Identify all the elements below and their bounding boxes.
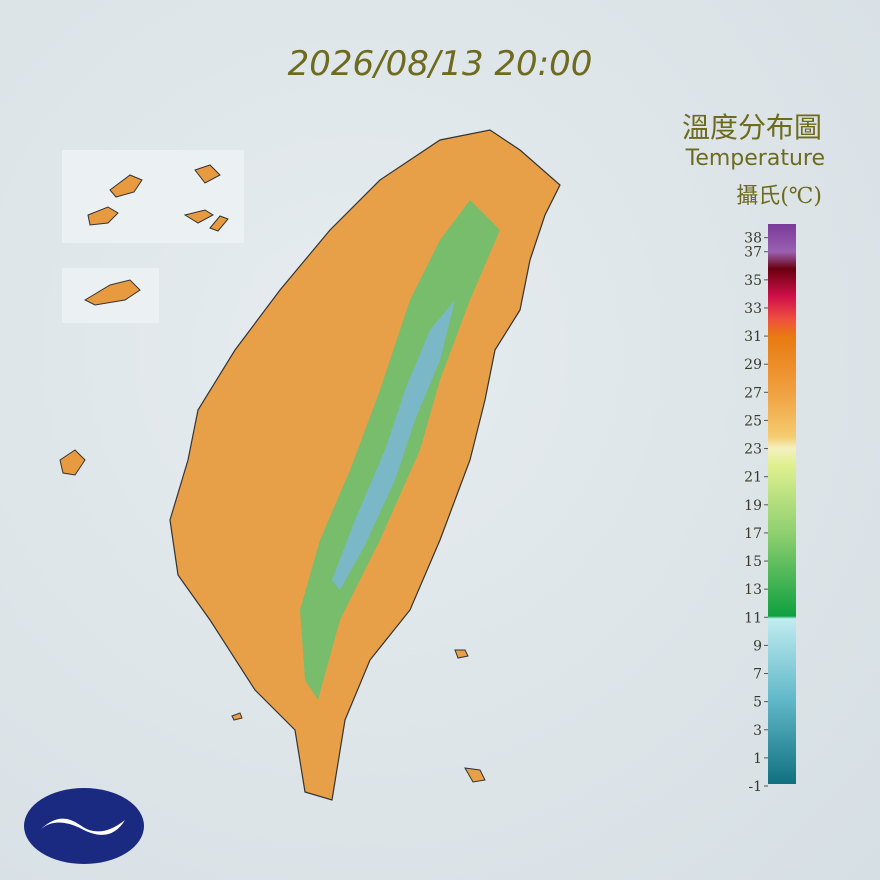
- legend-tick-label: 33: [744, 301, 762, 317]
- logo-mark: [40, 818, 125, 835]
- color-bar: [768, 224, 796, 784]
- legend-tick-label: 31: [744, 329, 762, 345]
- legend-tick-label: 37: [744, 245, 762, 261]
- title-en: Temperature: [685, 146, 825, 171]
- legend-tick-label: 38: [744, 231, 762, 247]
- legend-tick-label: 21: [744, 470, 762, 486]
- small-islands: [231, 649, 486, 783]
- legend-tick-label: 35: [744, 273, 762, 289]
- legend-tick-label: 19: [744, 498, 762, 514]
- timestamp: 2026/08/13 20:00: [288, 44, 593, 84]
- legend-tick-label: 23: [744, 442, 762, 458]
- legend-tick-label: 27: [744, 385, 762, 401]
- legend-tick-label: 3: [753, 723, 762, 739]
- legend-tick-label: 13: [744, 582, 762, 598]
- legend-tick-label: 7: [753, 667, 762, 683]
- unit: 攝氏(℃): [736, 184, 822, 209]
- legend-tick-label: 17: [744, 526, 762, 542]
- legend-tick-label: 25: [744, 413, 762, 429]
- legend-tick-label: -1: [748, 779, 762, 795]
- legend-tick-label: 11: [744, 610, 762, 626]
- logo: [24, 788, 144, 864]
- title-zh: 溫度分布圖: [682, 111, 822, 144]
- legend-tick-label: 15: [744, 554, 762, 570]
- high-peaks: [332, 300, 455, 590]
- legend-tick-label: 29: [744, 357, 762, 373]
- islands: [59, 164, 229, 476]
- legend-tick-label: 5: [753, 695, 762, 711]
- legend-tick-label: 9: [753, 638, 762, 654]
- legend-tick-label: 1: [753, 751, 762, 767]
